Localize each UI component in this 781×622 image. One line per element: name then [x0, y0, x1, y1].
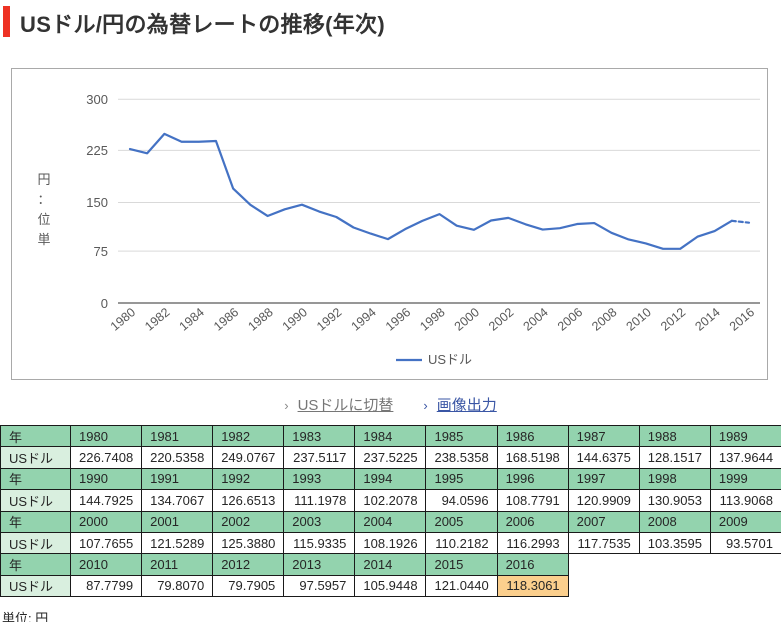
svg-text:1990: 1990 [280, 305, 310, 334]
svg-text:150: 150 [86, 195, 108, 210]
svg-text:2010: 2010 [624, 305, 654, 334]
svg-text:2004: 2004 [521, 305, 551, 334]
svg-text:1996: 1996 [383, 305, 413, 334]
svg-text:2000: 2000 [452, 305, 482, 334]
svg-text:2006: 2006 [555, 305, 585, 334]
svg-text:USドル: USドル [428, 352, 472, 367]
svg-text:2008: 2008 [589, 305, 619, 334]
svg-text:300: 300 [86, 92, 108, 107]
svg-text:1984: 1984 [177, 305, 207, 334]
svg-text:75: 75 [94, 244, 108, 259]
svg-text:1982: 1982 [142, 305, 172, 334]
svg-text:2012: 2012 [658, 305, 688, 334]
svg-text:225: 225 [86, 143, 108, 158]
svg-text:2016: 2016 [727, 305, 757, 334]
svg-text:1980: 1980 [108, 305, 138, 334]
svg-text:1986: 1986 [211, 305, 241, 334]
svg-text:2002: 2002 [486, 305, 516, 334]
svg-text:0: 0 [101, 296, 108, 311]
svg-text:2014: 2014 [692, 305, 722, 334]
svg-text:1998: 1998 [417, 305, 447, 334]
svg-text:1994: 1994 [349, 305, 379, 334]
svg-text:1992: 1992 [314, 305, 344, 334]
svg-text:1988: 1988 [245, 305, 275, 334]
